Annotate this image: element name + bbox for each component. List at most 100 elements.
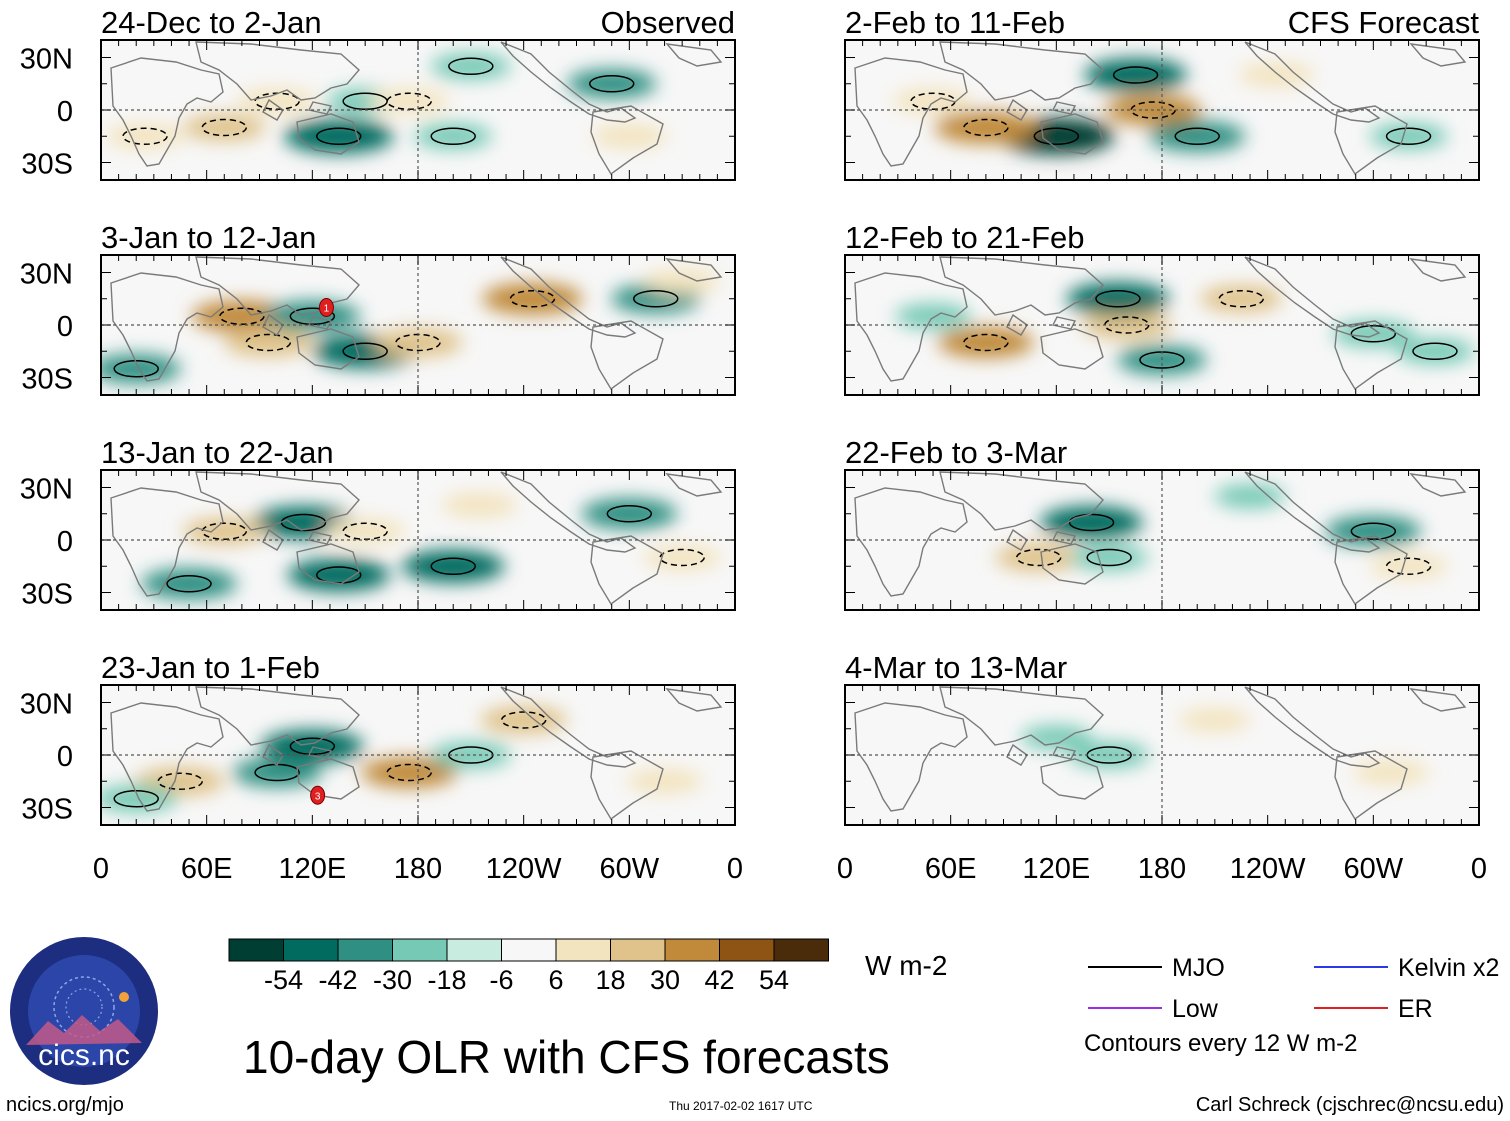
anomaly-blob — [223, 328, 313, 357]
anomaly-blob — [1179, 707, 1251, 733]
contour-line — [509, 290, 556, 308]
colorbar-label: 30 — [650, 965, 680, 995]
coastlines — [854, 41, 1467, 176]
y-tick-label: 0 — [57, 311, 73, 343]
panel-source-label: CFS Forecast — [1288, 5, 1480, 40]
anomaly-blob — [361, 757, 458, 788]
coastline — [854, 487, 968, 597]
coastline — [1051, 316, 1077, 330]
contour-line — [1385, 127, 1432, 145]
colorbar-swatch — [610, 938, 666, 962]
legend: MJO Kelvin x2 Low ER — [1088, 954, 1499, 1023]
colorbar-label: 18 — [595, 965, 625, 995]
panel-period-label: 13-Jan to 22-Jan — [101, 435, 334, 470]
coastline — [665, 473, 723, 497]
coastline — [1334, 750, 1408, 821]
panel-source-label: Observed — [601, 5, 735, 40]
contour-line — [633, 290, 679, 308]
contour-line — [201, 522, 248, 540]
anomaly-blob — [892, 87, 974, 115]
anomaly-field — [105, 41, 723, 176]
coastline — [500, 41, 637, 123]
coastline — [262, 528, 284, 551]
anomaly-blob — [934, 111, 1038, 144]
olr-panel: 4-Mar to 13-Mar 0 60E 120E 180 120W 60W 0 — [837, 650, 1487, 885]
y-tick-label: 30N — [20, 474, 73, 506]
x-tick-label: 60E — [925, 853, 977, 885]
coastline — [110, 487, 224, 597]
contour-line — [342, 342, 388, 360]
anomaly-blob — [191, 300, 293, 333]
phase-marker-dot — [318, 298, 334, 317]
coastline — [1409, 688, 1467, 712]
anomaly-field — [854, 471, 1467, 606]
coastline — [1409, 258, 1467, 282]
contour-line — [1033, 127, 1080, 145]
colorbar-swatch — [228, 938, 284, 962]
coastline — [1244, 41, 1381, 123]
contour-line — [1350, 522, 1397, 540]
coastline — [1051, 101, 1077, 115]
contour-line — [219, 307, 265, 325]
x-tick-label: 120W — [486, 853, 562, 885]
anomaly-field — [854, 256, 1475, 391]
anomaly-blob — [1149, 120, 1246, 152]
site-url[interactable]: ncics.org/mjo — [6, 1094, 124, 1116]
coastline — [854, 702, 968, 812]
anomaly-field — [110, 471, 723, 606]
colorbar: -54 -42 -30 -18 -6 6 18 30 42 54 — [228, 938, 829, 995]
anomaly-blob — [141, 568, 238, 600]
colorbar-swatch — [664, 938, 720, 962]
y-tick-label: 30N — [20, 259, 73, 291]
y-tick-label: 30S — [21, 364, 73, 396]
panel-period-label: 2-Feb to 11-Feb — [845, 5, 1065, 40]
contour-line — [1015, 548, 1062, 567]
anomaly-blob — [1352, 759, 1429, 786]
anomaly-blob — [101, 354, 181, 384]
coastline — [195, 686, 360, 746]
colorbar-label: -54 — [264, 965, 303, 995]
contour-line — [289, 307, 336, 325]
colorbar-swatch — [392, 938, 448, 962]
contour-line — [201, 118, 248, 137]
coastline — [262, 743, 284, 766]
anomaly-blob — [1369, 553, 1448, 580]
cics-logo: cics.nc — [10, 937, 158, 1085]
contour-line — [342, 522, 388, 540]
anomaly-blob — [1325, 515, 1422, 547]
coastline — [296, 328, 360, 370]
colorbar-swatch — [555, 938, 611, 962]
contour-line — [316, 127, 362, 145]
phase-marker: 1 — [318, 298, 334, 317]
panel-period-label: 23-Jan to 1-Feb — [101, 650, 320, 685]
anomaly-blob — [1395, 338, 1475, 365]
phase-marker-label: 1 — [324, 304, 330, 315]
phase-marker-dot — [310, 785, 326, 805]
panel-period-label: 22-Feb to 3-Mar — [845, 435, 1067, 470]
svg-text:cics.nc: cics.nc — [38, 1039, 130, 1072]
legend-item: Kelvin x2 — [1314, 954, 1499, 982]
coastline — [307, 316, 333, 330]
coastline — [1244, 686, 1381, 768]
contour-line — [448, 57, 494, 75]
coastline — [590, 105, 664, 176]
anomaly-blob — [1238, 62, 1315, 88]
coastlines — [110, 471, 723, 606]
coastline — [1051, 746, 1077, 760]
panel-period-label: 12-Feb to 21-Feb — [845, 220, 1085, 255]
contour-note: Contours every 12 W m-2 — [1084, 1030, 1358, 1057]
x-tick-label: 60W — [600, 853, 660, 885]
coastline — [665, 258, 723, 282]
x-tick-label: 0 — [727, 853, 743, 885]
coastlines — [110, 256, 723, 391]
anomaly-blob — [581, 498, 678, 530]
legend-label: ER — [1398, 995, 1433, 1023]
contour-line — [289, 737, 336, 755]
olr-panel: 30N 0 30S 3-Jan to 12-Jan 1 — [20, 220, 736, 396]
coastlines — [854, 686, 1467, 821]
legend-item: MJO — [1088, 954, 1225, 982]
contour-line — [430, 557, 476, 575]
panel-period-label: 24-Dec to 2-Jan — [101, 5, 322, 40]
contour-line — [342, 92, 388, 110]
